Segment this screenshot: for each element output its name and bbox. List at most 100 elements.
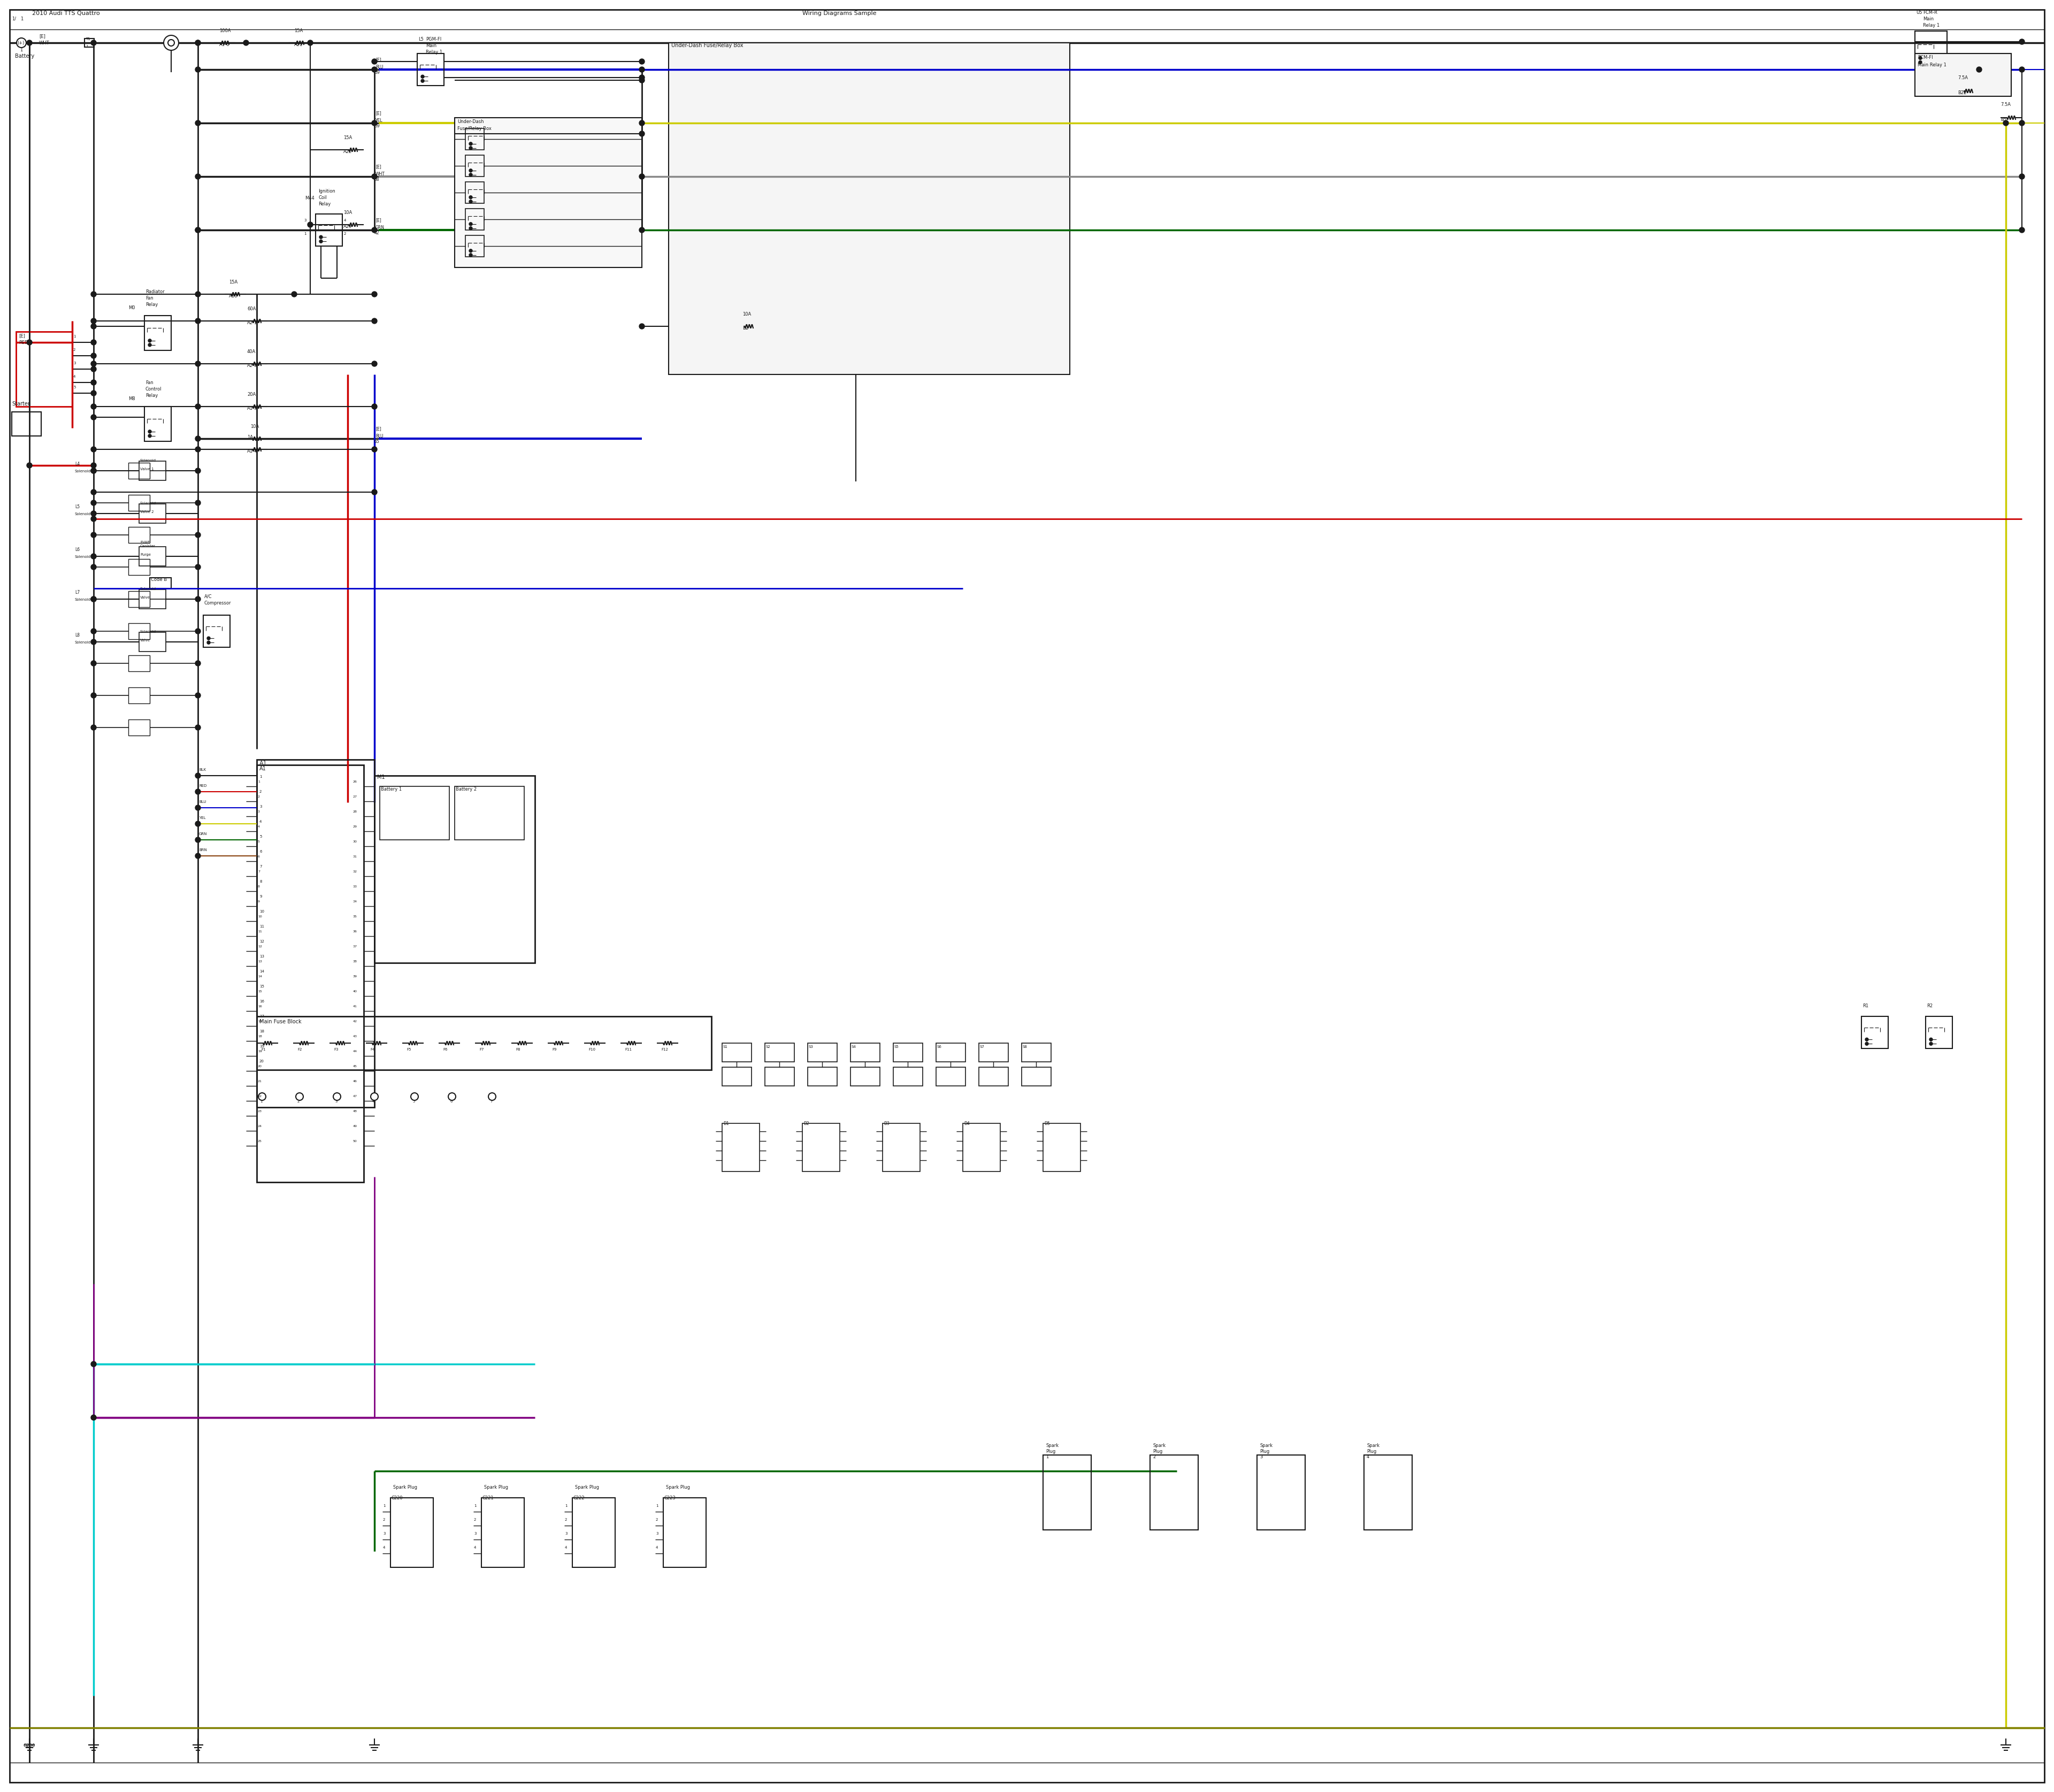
Text: 12: 12	[259, 939, 265, 943]
Text: 5: 5	[259, 840, 261, 842]
Circle shape	[259, 1093, 265, 1100]
Circle shape	[90, 403, 97, 409]
Text: L5: L5	[74, 504, 80, 509]
Text: 19: 19	[259, 1045, 265, 1048]
Circle shape	[90, 324, 97, 330]
Text: 15: 15	[259, 986, 265, 987]
Text: Fan: Fan	[146, 296, 154, 301]
Text: 4: 4	[343, 219, 347, 222]
Bar	[257, 1016, 711, 1070]
Text: 4: 4	[259, 826, 261, 828]
Text: 18: 18	[259, 1030, 265, 1032]
Text: Battery: Battery	[14, 54, 35, 59]
Circle shape	[195, 39, 201, 45]
Circle shape	[90, 597, 97, 602]
Text: 2010 Audi TTS Quattro: 2010 Audi TTS Quattro	[33, 11, 101, 16]
Text: 10A: 10A	[343, 210, 351, 215]
Text: 1: 1	[565, 1503, 567, 1507]
Circle shape	[90, 391, 97, 396]
Text: BLU: BLU	[376, 434, 384, 439]
Text: 1/: 1/	[12, 16, 16, 22]
Bar	[1257, 1455, 1304, 1530]
Text: 10: 10	[259, 916, 263, 918]
Bar	[466, 208, 485, 229]
Circle shape	[90, 516, 97, 521]
Circle shape	[195, 403, 201, 409]
Circle shape	[90, 468, 97, 473]
Text: 26: 26	[353, 781, 357, 783]
Text: M44: M44	[304, 195, 314, 201]
Text: Under-Dash: Under-Dash	[458, 120, 485, 124]
Circle shape	[195, 319, 201, 324]
Circle shape	[90, 1362, 97, 1367]
Bar	[203, 615, 230, 647]
Bar	[980, 1043, 1009, 1063]
Text: Fuse/Relay Box: Fuse/Relay Box	[458, 125, 491, 131]
Text: F6: F6	[444, 1048, 448, 1052]
Text: Valve: Valve	[140, 597, 150, 599]
Text: F3: F3	[333, 1048, 339, 1052]
Circle shape	[318, 240, 322, 244]
Text: 29: 29	[353, 826, 357, 828]
Text: L4: L4	[74, 462, 80, 466]
Text: 44: 44	[353, 1050, 357, 1052]
Text: 8: 8	[259, 880, 261, 883]
Circle shape	[90, 500, 97, 505]
Text: F1: F1	[261, 1048, 265, 1052]
Circle shape	[195, 661, 201, 667]
Text: A1: A1	[259, 765, 267, 771]
Text: 34: 34	[353, 900, 357, 903]
Circle shape	[90, 360, 97, 366]
Text: 1: 1	[21, 48, 23, 52]
Text: Battery 2: Battery 2	[456, 787, 477, 792]
Text: F7: F7	[479, 1048, 485, 1052]
Text: L6: L6	[74, 547, 80, 552]
Circle shape	[195, 66, 201, 72]
Text: D1: D1	[723, 1122, 729, 1125]
Bar	[417, 54, 444, 86]
Text: 42: 42	[374, 231, 380, 235]
Text: 4: 4	[382, 1546, 386, 1548]
Text: 65: 65	[374, 439, 380, 444]
Circle shape	[468, 228, 472, 229]
Text: Solenoid: Solenoid	[74, 513, 90, 516]
Text: 15A: 15A	[228, 280, 238, 285]
Text: 38: 38	[353, 961, 357, 962]
Text: [E]: [E]	[376, 165, 382, 168]
Circle shape	[90, 462, 97, 468]
Text: Battery 1: Battery 1	[380, 787, 403, 792]
Bar	[723, 1124, 760, 1172]
Circle shape	[1918, 56, 1923, 59]
Circle shape	[639, 66, 645, 72]
Text: BLU: BLU	[376, 65, 384, 70]
Bar	[1043, 1455, 1091, 1530]
Bar	[390, 1498, 433, 1568]
Bar	[127, 495, 150, 511]
Text: 32: 32	[353, 871, 357, 873]
Text: 17: 17	[259, 1014, 265, 1018]
Text: 59: 59	[374, 70, 380, 75]
Bar	[807, 1068, 838, 1086]
Bar	[980, 1068, 1009, 1086]
Circle shape	[195, 228, 201, 233]
Circle shape	[639, 324, 645, 330]
Circle shape	[639, 77, 645, 82]
Text: B5: B5	[2001, 116, 2007, 122]
Bar	[1021, 1068, 1052, 1086]
Circle shape	[195, 468, 201, 473]
Text: F2: F2	[298, 1048, 302, 1052]
Text: 20: 20	[259, 1059, 265, 1063]
Text: 11: 11	[259, 930, 263, 934]
Text: R2: R2	[1927, 1004, 1933, 1009]
Text: 13: 13	[259, 961, 263, 962]
Bar	[127, 688, 150, 704]
Text: Code B: Code B	[150, 577, 166, 582]
Circle shape	[296, 1093, 304, 1100]
Text: Main Fuse Block: Main Fuse Block	[259, 1020, 302, 1025]
Circle shape	[2019, 174, 2025, 179]
Text: 1: 1	[655, 1503, 657, 1507]
Circle shape	[207, 642, 210, 643]
Text: Relay: Relay	[146, 303, 158, 306]
Text: 23: 23	[259, 1109, 263, 1113]
Circle shape	[372, 174, 378, 179]
